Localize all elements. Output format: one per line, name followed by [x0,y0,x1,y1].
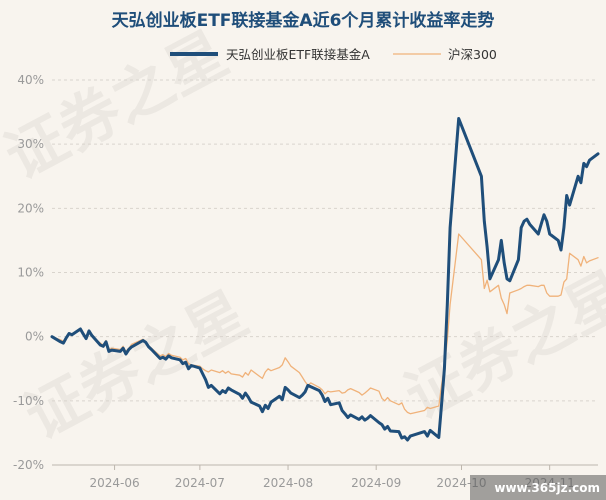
gridlines [52,79,598,466]
y-tick-label: 40% [17,73,44,87]
legend: 天弘创业板ETF联接基金A 沪深300 [170,47,497,62]
watermark-text-3: 证券之星 [394,259,606,433]
site-badge-text: www.365jz.com [494,481,600,495]
series-line-fund [50,117,600,442]
y-tick-label: -20% [13,458,44,472]
x-tick-label: 2024-08 [263,476,313,490]
legend-label-fund: 天弘创业板ETF联接基金A [226,47,370,62]
y-tick-label: -10% [13,394,44,408]
x-tick-label: 2024-07 [175,476,225,490]
watermark-text-2: 证券之星 [14,279,259,453]
y-tick-label: 0% [25,330,44,344]
y-tick-label: 30% [17,137,44,151]
site-badge-bg [470,475,606,500]
x-tick-label: 2024-09 [351,476,401,490]
y-axis-ticks: 40% 30% 20% 10% 0% -10% -20% [13,73,44,472]
watermark-layer: 证券之星 证券之星 证券之星 [0,19,606,453]
legend-label-hs300: 沪深300 [448,47,497,62]
x-tick-label: 2024-06 [89,476,139,490]
watermark-text-1: 证券之星 [0,19,239,193]
site-badge: www.365jz.com [470,475,606,500]
series-lines [50,117,600,442]
y-tick-label: 10% [17,266,44,280]
y-tick-label: 20% [17,201,44,215]
chart-title: 天弘创业板ETF联接基金A近6个月累计收益率走势 [112,10,495,31]
